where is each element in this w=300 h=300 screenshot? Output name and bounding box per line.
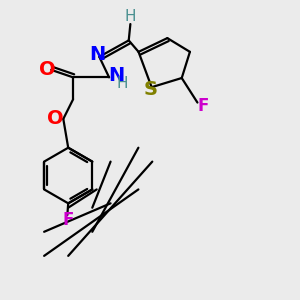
Text: N: N (108, 66, 124, 85)
Text: H: H (124, 9, 136, 24)
Text: F: F (197, 97, 208, 115)
Text: S: S (143, 80, 157, 99)
Text: O: O (39, 60, 56, 79)
Text: O: O (47, 110, 63, 128)
Text: H: H (117, 76, 128, 91)
Text: F: F (62, 211, 74, 229)
Text: N: N (89, 45, 105, 64)
